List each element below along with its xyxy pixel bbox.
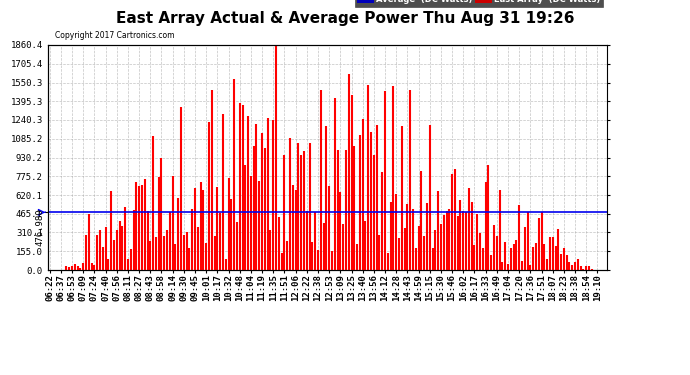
- Text: Copyright 2017 Cartronics.com: Copyright 2017 Cartronics.com: [55, 30, 175, 39]
- Legend: Average  (DC Watts), East Array  (DC Watts): Average (DC Watts), East Array (DC Watts…: [355, 0, 603, 7]
- Text: East Array Actual & Average Power Thu Aug 31 19:26: East Array Actual & Average Power Thu Au…: [116, 11, 574, 26]
